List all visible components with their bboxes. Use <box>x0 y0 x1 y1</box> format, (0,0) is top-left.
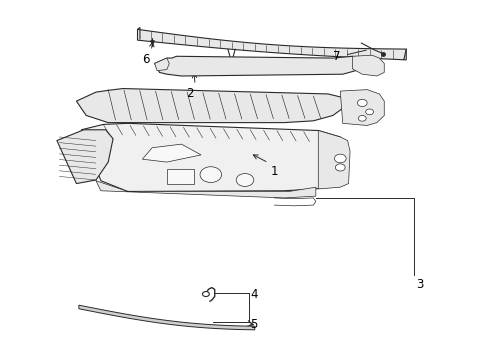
Text: 4: 4 <box>250 288 257 301</box>
Polygon shape <box>138 30 406 60</box>
Polygon shape <box>155 58 169 71</box>
Circle shape <box>358 116 366 121</box>
Polygon shape <box>81 123 343 192</box>
Text: 3: 3 <box>416 278 423 291</box>
Polygon shape <box>143 144 201 162</box>
Polygon shape <box>76 89 343 123</box>
Polygon shape <box>340 90 384 126</box>
Polygon shape <box>155 56 367 76</box>
Polygon shape <box>96 181 316 198</box>
Text: 7: 7 <box>333 50 340 63</box>
Polygon shape <box>352 55 384 76</box>
Circle shape <box>202 292 209 297</box>
Text: 5: 5 <box>250 318 257 331</box>
Polygon shape <box>57 130 113 184</box>
Polygon shape <box>79 305 255 330</box>
Circle shape <box>334 154 346 163</box>
Text: 6: 6 <box>143 53 150 66</box>
Text: 2: 2 <box>187 87 194 100</box>
Polygon shape <box>318 131 350 189</box>
Circle shape <box>335 164 345 171</box>
Circle shape <box>236 174 254 186</box>
Circle shape <box>357 99 367 107</box>
Text: 1: 1 <box>270 165 278 177</box>
Circle shape <box>200 167 221 183</box>
Circle shape <box>366 109 373 115</box>
Bar <box>167 168 194 184</box>
